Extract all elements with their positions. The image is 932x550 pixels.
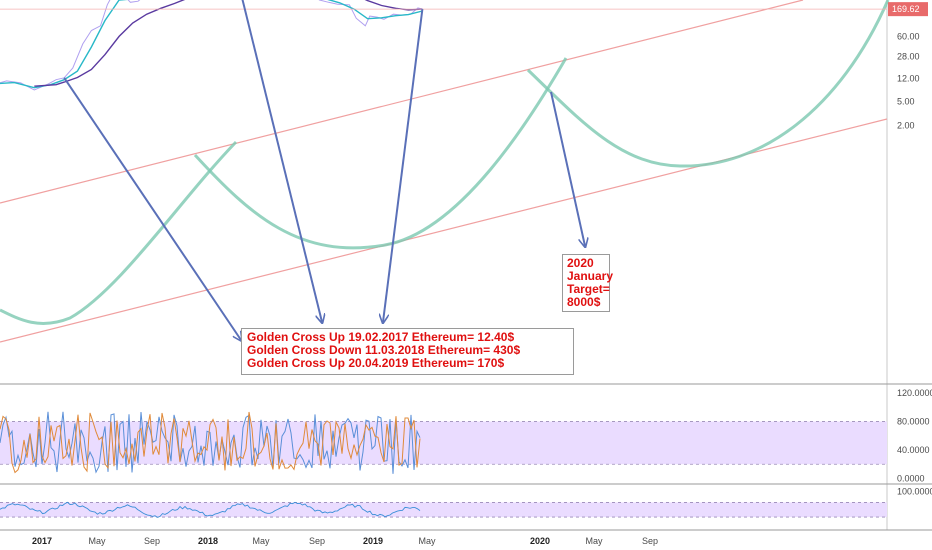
parabolic-arc-3	[526, 0, 890, 168]
golden-cross-line-2: Golden Cross Down 11.03.2018 Ethereum= 4…	[247, 343, 521, 357]
channel-upper-line	[0, 0, 804, 204]
parabolic-arc-2	[193, 57, 568, 250]
rsi-band	[0, 502, 887, 518]
golden-cross-annotation: Golden Cross Up 19.02.2017 Ethereum= 12.…	[241, 328, 574, 375]
time-tick-label: 2017	[32, 536, 52, 546]
stochastic-tick-label: 0.0000	[897, 473, 925, 483]
annotation-arrow-3	[383, 8, 424, 322]
time-axis: 2017 May Sep 2018 May Sep 2019 May 2020 May Sep	[32, 536, 658, 546]
time-tick-label: May	[252, 536, 270, 546]
price-series-1	[0, 0, 423, 91]
time-tick-label: May	[418, 536, 436, 546]
rsi-tick-label: 100.0000	[897, 486, 932, 496]
price-tick-label: 60.00	[897, 31, 920, 41]
time-tick-label: 2018	[198, 536, 218, 546]
time-tick-label: May	[88, 536, 106, 546]
annotation-arrow-4	[550, 91, 585, 246]
stochastic-tick-label: 80.0000	[897, 417, 930, 427]
price-tick-label: 12.00	[897, 74, 920, 84]
channel-lower-line	[0, 118, 888, 343]
annotation-arrows	[63, 0, 585, 340]
price-tick-label: 2.00	[897, 121, 915, 131]
rsi-line	[0, 501, 421, 518]
price-tick-label: 5.00	[897, 97, 915, 107]
target-line-3: Target=	[567, 282, 610, 296]
annotation-arrow-2	[241, 0, 322, 322]
last-price-tag	[888, 2, 928, 17]
rsi-pane: 100.0000	[0, 486, 932, 518]
last-price-label: 169.62	[892, 4, 920, 14]
target-line-2: January	[567, 269, 614, 283]
price-axis: 130000.0060000.0028000.0012000.005000.00…	[0, 2, 928, 131]
time-tick-label: 2019	[363, 536, 383, 546]
stochastic-tick-label: 40.0000	[897, 445, 930, 455]
target-line-1: 2020	[567, 256, 594, 270]
stochastic-tick-label: 120.0000	[897, 388, 932, 398]
stochastic-pane: 120.0000 80.0000 40.0000 0.0000	[0, 388, 932, 483]
parabolic-arcs	[0, 0, 890, 325]
target-line-4: 8000$	[567, 295, 601, 309]
stochastic-line-2	[0, 411, 421, 474]
price-tick-label: 28.00	[897, 51, 920, 61]
golden-cross-line-3: Golden Cross Up 20.04.2019 Ethereum= 170…	[247, 356, 505, 370]
time-tick-label: May	[585, 536, 603, 546]
time-tick-label: Sep	[642, 536, 658, 546]
price-series-3	[34, 0, 423, 87]
trend-channel	[0, 0, 888, 343]
golden-cross-line-1: Golden Cross Up 19.02.2017 Ethereum= 12.…	[247, 330, 515, 344]
time-tick-label: 2020	[530, 536, 550, 546]
annotation-arrow-1	[63, 77, 241, 340]
target-annotation: 2020 January Target= 8000$	[562, 254, 614, 312]
time-tick-label: Sep	[309, 536, 325, 546]
stochastic-line-1	[0, 411, 421, 474]
parabolic-arc-1	[0, 140, 238, 325]
time-tick-label: Sep	[144, 536, 160, 546]
price-series-2	[0, 0, 423, 89]
price-pane	[0, 0, 423, 91]
